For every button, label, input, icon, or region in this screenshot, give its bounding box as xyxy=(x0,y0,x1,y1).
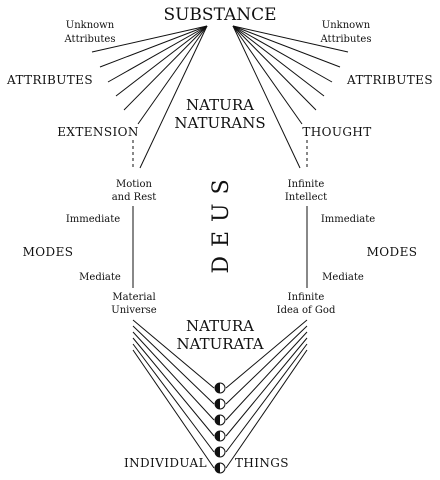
unknown-attributes-right-line1: Unknown xyxy=(322,20,371,31)
attributes-right-label: ATTRIBUTES xyxy=(346,73,433,87)
substance-line xyxy=(232,25,317,111)
individual-things-lines-right xyxy=(225,319,308,469)
attributes-left-label: ATTRIBUTES xyxy=(6,73,93,87)
thought-label: THOUGHT xyxy=(302,125,371,139)
substance-to-motion-line xyxy=(139,25,208,169)
individual-thing-circle xyxy=(214,446,226,458)
substance-line xyxy=(232,25,349,53)
natura-naturans-line1: NATURA xyxy=(186,96,254,114)
infinite-idea-of-god-line2: Idea of God xyxy=(277,305,336,316)
material-universe-line2: Universe xyxy=(111,305,157,316)
deus-label: DEUS xyxy=(209,170,234,273)
individual-label: INDIVIDUAL xyxy=(124,456,207,470)
substance-line xyxy=(91,25,208,53)
infinite-intellect-line2: Intellect xyxy=(285,192,327,203)
individual-thing-circle xyxy=(214,398,226,410)
natura-naturans-line2: NATURANS xyxy=(174,114,265,132)
individual-things-lines-left xyxy=(132,319,215,469)
substance-line xyxy=(107,25,208,83)
individual-thing-circle xyxy=(214,430,226,442)
mediate-right-label: Mediate xyxy=(322,272,364,283)
immediate-right-label: Immediate xyxy=(321,214,375,225)
motion-and-rest-line2: and Rest xyxy=(112,192,157,203)
thing-line xyxy=(132,319,215,389)
substance-to-intellect-line xyxy=(232,25,301,169)
substance-line xyxy=(123,25,208,111)
modes-right-label: MODES xyxy=(367,245,418,259)
substance-label: SUBSTANCE xyxy=(163,5,276,25)
immediate-left-label: Immediate xyxy=(66,214,120,225)
individual-things-circles xyxy=(214,382,226,474)
substance-line xyxy=(232,25,333,83)
thing-line xyxy=(225,331,308,421)
individual-thing-circle xyxy=(214,462,226,474)
substance-line xyxy=(232,25,325,97)
thing-line xyxy=(132,343,215,453)
thing-line xyxy=(225,319,308,389)
mediate-left-label: Mediate xyxy=(79,272,121,283)
extension-label: EXTENSION xyxy=(57,125,138,139)
substance-line xyxy=(232,25,341,68)
thing-line xyxy=(225,349,308,469)
infinite-idea-of-god-line1: Infinite xyxy=(288,292,325,303)
unknown-attributes-right-line2: Attributes xyxy=(320,34,372,45)
unknown-attributes-left-line1: Unknown xyxy=(66,20,115,31)
substance-lines-left xyxy=(91,25,208,169)
material-universe-line1: Material xyxy=(112,292,155,303)
motion-and-rest-line1: Motion xyxy=(116,179,152,190)
natura-naturata-line1: NATURA xyxy=(186,317,254,335)
substance-line xyxy=(137,25,208,125)
infinite-intellect-line1: Infinite xyxy=(288,179,325,190)
unknown-attributes-left-line2: Attributes xyxy=(64,34,116,45)
thing-line xyxy=(132,325,215,405)
natura-naturata-line2: NATURATA xyxy=(176,335,263,353)
substance-line xyxy=(232,25,303,125)
thing-line xyxy=(225,325,308,405)
thing-line xyxy=(132,331,215,421)
thing-line xyxy=(132,337,215,437)
substance-line xyxy=(99,25,208,68)
individual-thing-circle xyxy=(214,382,226,394)
modes-left-label: MODES xyxy=(23,245,74,259)
thing-line xyxy=(132,349,215,469)
individual-thing-circle xyxy=(214,414,226,426)
thing-line xyxy=(225,343,308,453)
thing-line xyxy=(225,337,308,437)
things-label: THINGS xyxy=(235,456,289,470)
substance-lines-right xyxy=(232,25,349,169)
substance-line xyxy=(115,25,208,97)
